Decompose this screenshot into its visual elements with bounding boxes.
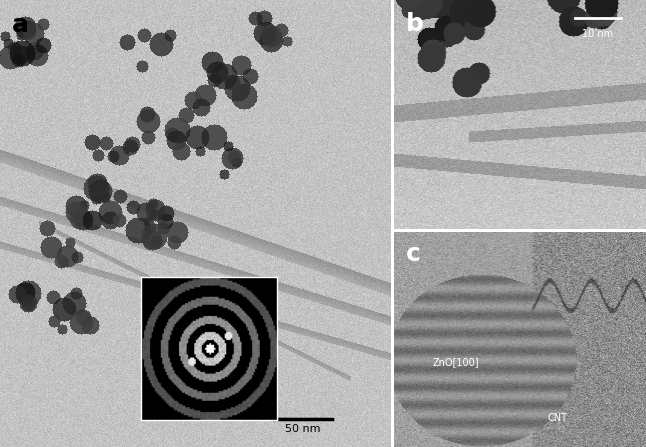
Text: a: a	[12, 13, 28, 38]
Text: b: b	[406, 12, 423, 35]
Text: c: c	[406, 242, 421, 266]
Text: ZnO[100]: ZnO[100]	[433, 357, 479, 367]
Text: 10 nm: 10 nm	[582, 29, 614, 39]
Text: CNT: CNT	[547, 413, 567, 423]
Text: 50 nm: 50 nm	[285, 424, 320, 434]
